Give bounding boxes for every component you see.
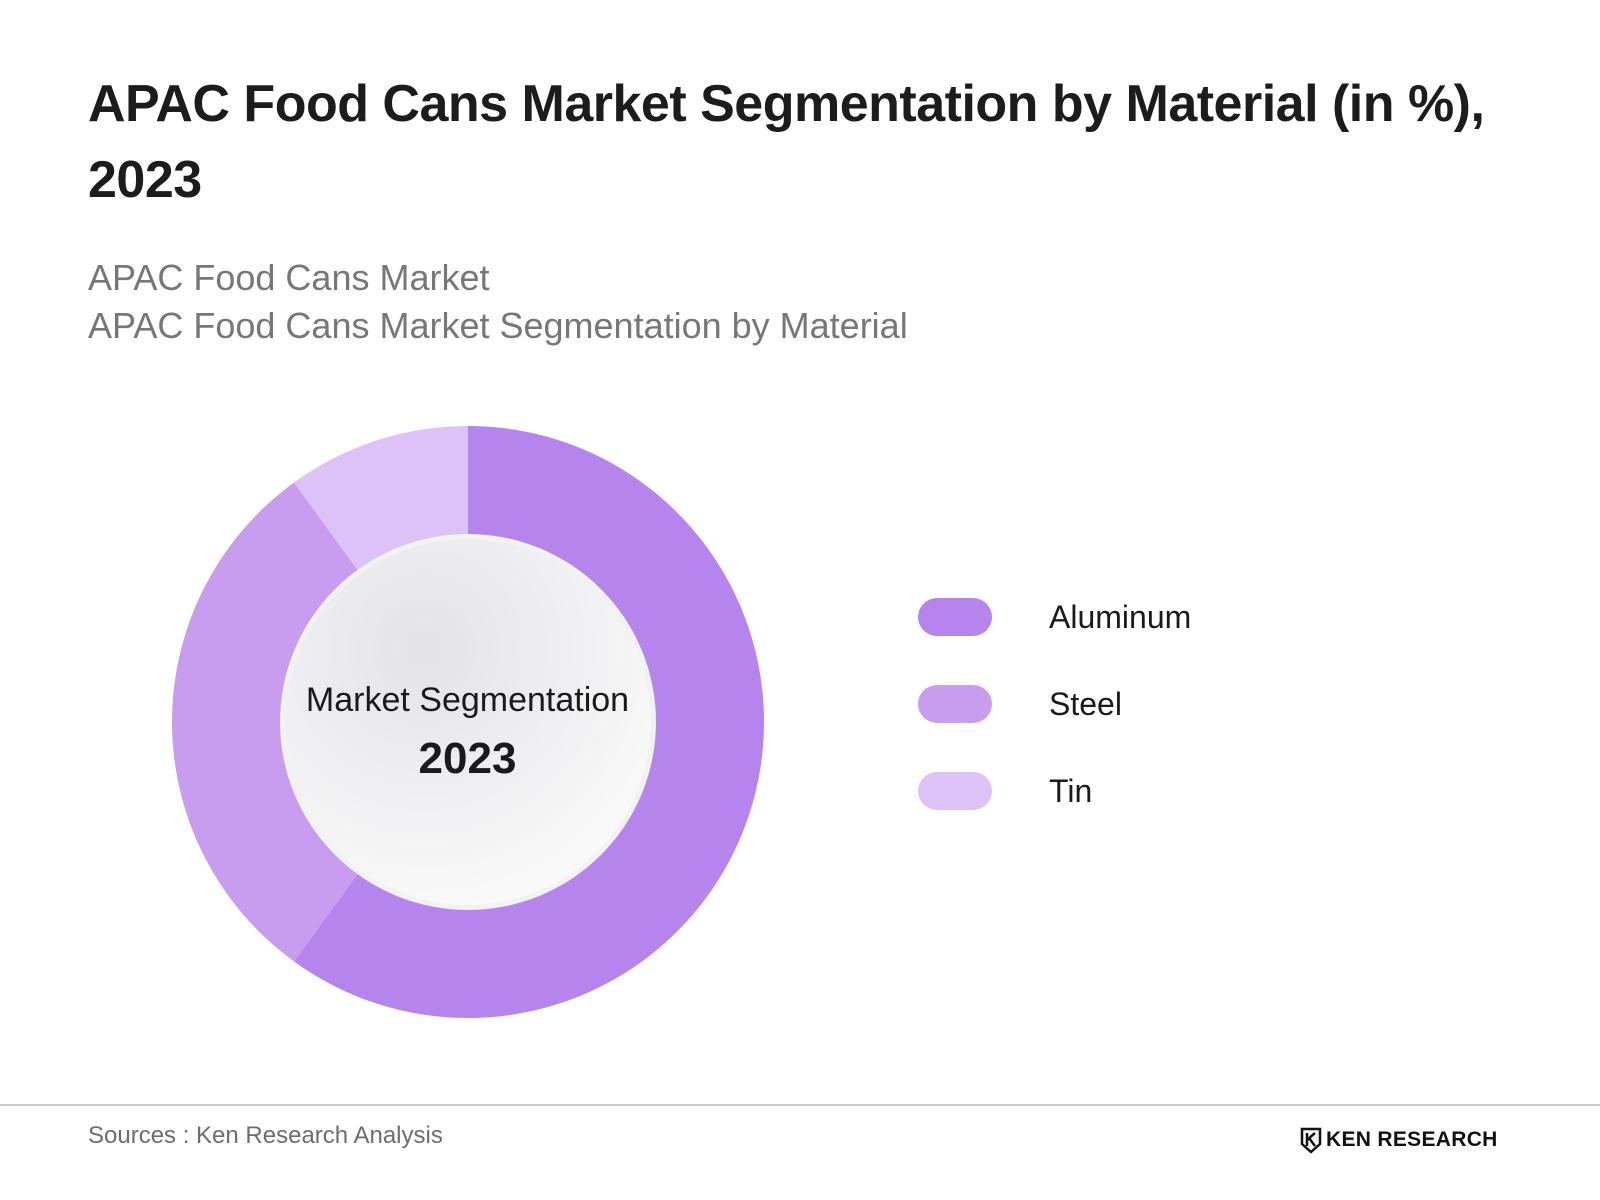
legend-swatch-steel <box>918 685 992 723</box>
source-note: Sources : Ken Research Analysis <box>88 1122 443 1149</box>
subtitle-segmentation: APAC Food Cans Market Segmentation by Ma… <box>88 305 908 346</box>
donut-slice-aluminum <box>294 426 764 1018</box>
legend-item-tin: Tin <box>918 772 1338 812</box>
legend-label-tin: Tin <box>1049 773 1093 809</box>
donut-center-year: 2023 <box>418 734 517 783</box>
ken-research-logo-icon <box>1300 1127 1322 1154</box>
donut-slice-steel <box>171 482 359 962</box>
subtitle-market: APAC Food Cans Market <box>88 257 490 298</box>
legend-swatch-aluminum <box>918 598 992 636</box>
brand-name: KEN RESEARCH <box>1326 1128 1498 1151</box>
chart-title: APAC Food Cans Market Segmentation by Ma… <box>88 75 1485 209</box>
legend-item-steel: Steel <box>918 685 1338 725</box>
brand-logo: KEN RESEARCH <box>1300 1126 1516 1154</box>
subtitle-block: APAC Food Cans Market APAC Food Cans Mar… <box>88 254 1288 350</box>
legend-label-steel: Steel <box>1049 686 1122 722</box>
donut-center-label: Market Segmentation <box>305 681 630 719</box>
donut-slice-tin <box>294 426 468 572</box>
footer-divider <box>0 1104 1600 1106</box>
donut-slices <box>171 426 764 1018</box>
legend-item-aluminum: Aluminum <box>918 598 1338 638</box>
legend-label-aluminum: Aluminum <box>1049 599 1192 635</box>
legend-swatch-tin <box>918 772 992 810</box>
donut-center-disc <box>285 539 651 905</box>
